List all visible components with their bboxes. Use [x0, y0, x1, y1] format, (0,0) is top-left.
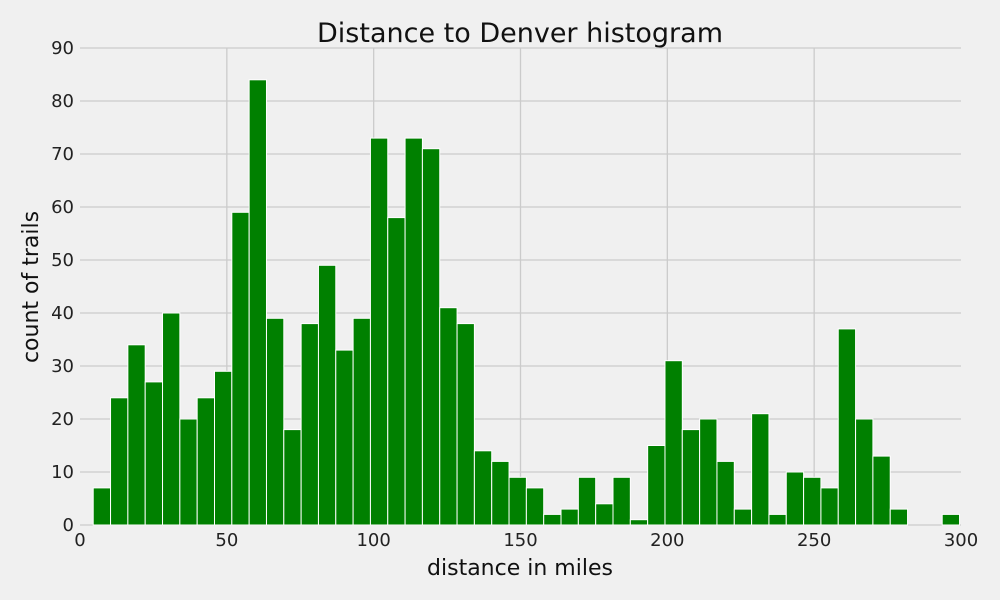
- histogram-bar: [716, 460, 735, 526]
- histogram-bar: [127, 344, 146, 526]
- histogram-bar: [525, 487, 545, 526]
- histogram-bar: [473, 450, 493, 526]
- y-tick-label: 90: [51, 38, 74, 59]
- histogram-bar: [543, 513, 562, 526]
- histogram-bar: [92, 487, 112, 526]
- histogram-bar: [439, 307, 458, 526]
- histogram-bar: [837, 328, 857, 526]
- histogram-bar: [941, 513, 961, 526]
- histogram-bar: [213, 370, 233, 526]
- x-tick-label: 150: [503, 530, 537, 551]
- tick-labels: 0 10 20 30 40 50 60 70 80 90 0 50 100 150 200 250 300: [51, 38, 978, 551]
- x-tick-label: 300: [944, 530, 978, 551]
- histogram-bar: [577, 476, 597, 526]
- x-tick-label: 250: [797, 530, 831, 551]
- histogram-bar: [872, 455, 891, 526]
- histogram-bar: [733, 508, 753, 526]
- x-tick-label: 50: [215, 530, 238, 551]
- histogram-bars: [92, 79, 961, 526]
- histogram-bar: [664, 360, 683, 526]
- x-tick-label: 200: [650, 530, 684, 551]
- histogram-bar: [612, 476, 631, 526]
- histogram-bar: [751, 413, 770, 526]
- histogram-bar: [404, 137, 423, 526]
- histogram-bar: [820, 487, 839, 526]
- chart-title: Distance to Denver histogram: [317, 18, 723, 49]
- histogram-bar: [144, 381, 164, 526]
- histogram-bar: [300, 323, 319, 526]
- y-tick-label: 80: [51, 91, 74, 112]
- histogram-bar: [317, 264, 337, 526]
- histogram-bar: [352, 317, 371, 526]
- histogram-bar: [369, 137, 389, 526]
- histogram-bar: [508, 476, 527, 526]
- x-tick-label: 100: [356, 530, 390, 551]
- histogram-bar: [699, 418, 718, 526]
- histogram-bar: [387, 217, 406, 526]
- histogram-bar: [803, 476, 822, 526]
- histogram-bar: [855, 418, 874, 526]
- x-tick-label: 0: [74, 530, 85, 551]
- histogram-bar: [179, 418, 198, 526]
- histogram-bar: [595, 503, 614, 526]
- histogram-bar: [231, 211, 250, 526]
- histogram-bar: [248, 79, 267, 526]
- histogram-bar: [889, 508, 909, 526]
- histogram-bar: [491, 460, 510, 526]
- histogram-bar: [560, 508, 579, 526]
- histogram-bar: [335, 349, 354, 526]
- histogram-bar: [629, 519, 649, 526]
- histogram-bar: [196, 397, 215, 526]
- y-tick-label: 50: [51, 250, 74, 271]
- histogram-bar: [421, 148, 441, 526]
- y-tick-label: 0: [63, 515, 74, 536]
- histogram-bar: [162, 312, 181, 526]
- histogram-bar: [647, 445, 666, 526]
- y-tick-label: 30: [51, 356, 74, 377]
- histogram-bar: [456, 323, 475, 526]
- histogram-bar: [265, 317, 285, 526]
- histogram-bar: [110, 397, 129, 526]
- y-tick-label: 10: [51, 462, 74, 483]
- y-tick-label: 60: [51, 197, 74, 218]
- x-axis-label: distance in miles: [427, 556, 613, 581]
- y-axis-label: count of trails: [19, 211, 44, 363]
- histogram-bar: [785, 471, 805, 526]
- histogram-bar: [283, 429, 302, 526]
- histogram-bar: [768, 513, 787, 526]
- y-tick-label: 40: [51, 303, 74, 324]
- histogram-bar: [681, 429, 701, 526]
- y-tick-label: 20: [51, 409, 74, 430]
- y-tick-label: 70: [51, 144, 74, 165]
